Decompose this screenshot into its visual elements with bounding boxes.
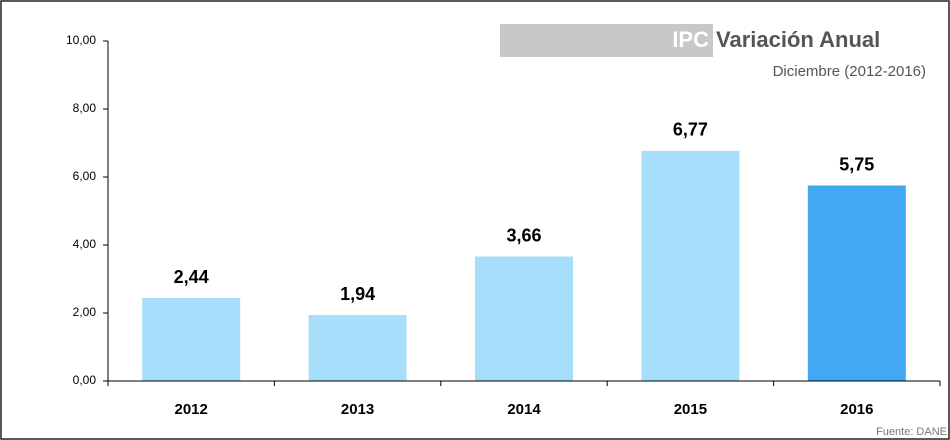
value-label: 5,75 xyxy=(839,154,874,174)
value-label: 1,94 xyxy=(340,284,375,304)
x-tick-label: 2012 xyxy=(175,401,208,418)
source: Fuente: DANE xyxy=(876,426,947,438)
x-tick-label: 2013 xyxy=(341,401,374,418)
value-label: 6,77 xyxy=(673,120,708,140)
value-label: 2,44 xyxy=(174,267,209,287)
y-tick-label: 4,00 xyxy=(73,237,97,251)
x-tick-label: 2014 xyxy=(507,401,541,418)
y-tick-label: 6,00 xyxy=(73,169,97,183)
y-tick-label: 10,00 xyxy=(66,33,96,47)
y-tick-label: 0,00 xyxy=(73,373,97,387)
value-label: 3,66 xyxy=(506,225,541,245)
bar xyxy=(807,185,906,381)
bar xyxy=(475,256,573,381)
bar xyxy=(142,298,241,381)
y-tick-label: 8,00 xyxy=(73,101,97,115)
title-band xyxy=(500,24,713,57)
chart-subtitle: Diciembre (2012-2016) xyxy=(773,63,926,80)
y-tick-label: 2,00 xyxy=(73,305,97,319)
title-highlight: IPC xyxy=(672,27,709,52)
bar xyxy=(641,150,740,381)
x-tick-label: 2016 xyxy=(840,401,873,418)
chart-title: Variación Anual xyxy=(716,27,880,52)
bar xyxy=(308,315,407,381)
x-tick-label: 2015 xyxy=(674,401,707,418)
